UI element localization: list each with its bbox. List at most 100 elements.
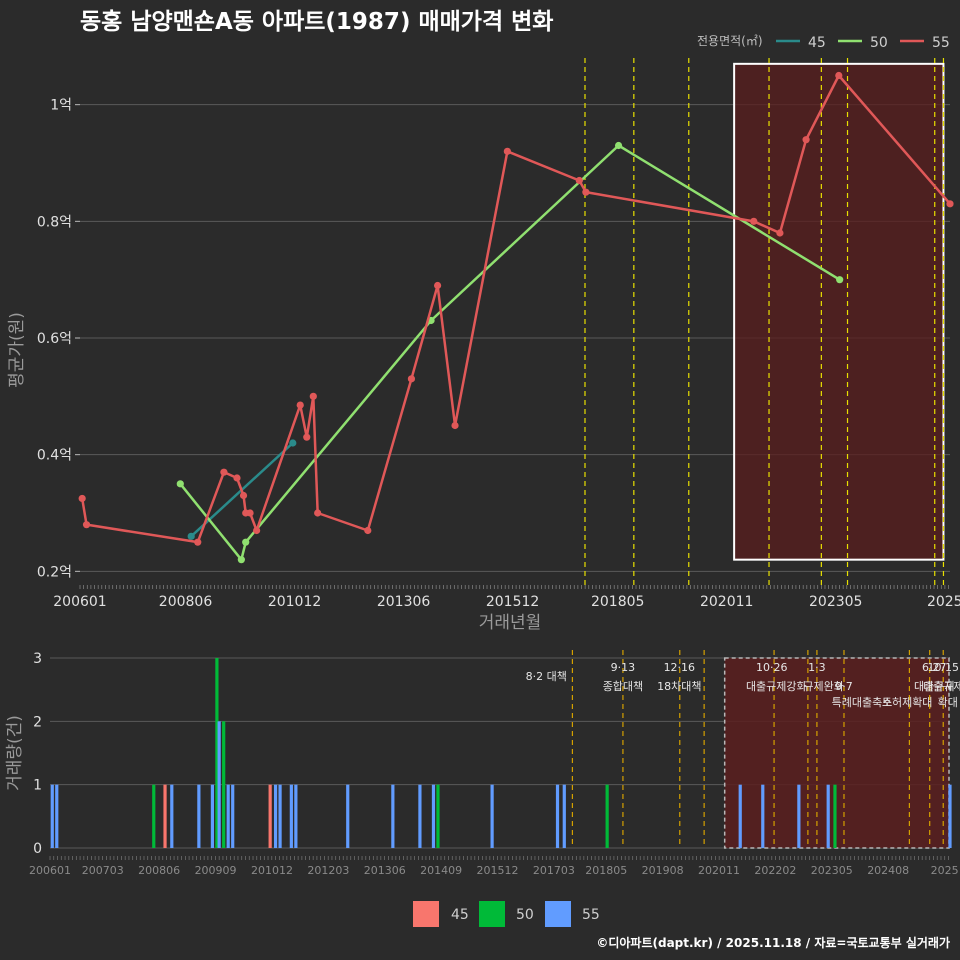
bar-x-tick-label: 200909 bbox=[195, 864, 237, 877]
data-point-55 bbox=[220, 468, 228, 476]
data-point-55 bbox=[296, 401, 304, 409]
policy-annotation: 8·2 대책 bbox=[526, 670, 567, 683]
bar-legend-swatch-50 bbox=[479, 901, 505, 927]
price-line-chart: 0.2억 0.4억 0.6억 0.8억 1억 200601 200806 201012 2013… bbox=[37, 58, 960, 610]
legend-label-45: 45 bbox=[808, 35, 826, 51]
policy-annotation: 18차대책 bbox=[657, 680, 701, 693]
data-point-50 bbox=[242, 538, 250, 546]
data-point-55 bbox=[776, 229, 784, 237]
bar-legend-swatch-45 bbox=[413, 901, 439, 927]
x-tick-label: 200806 bbox=[159, 594, 213, 610]
footer-credit: ©디아파트(dapt.kr) / 2025.11.18 / 자료=국토교통부 실… bbox=[596, 935, 950, 950]
policy-annotation: 10·26 bbox=[756, 661, 788, 674]
bar-x-tick-label: 202202 bbox=[754, 864, 796, 877]
bar-x-tick-label: 200806 bbox=[138, 864, 180, 877]
bar-y-tick-label: 0 bbox=[33, 841, 42, 857]
data-point-55 bbox=[303, 433, 311, 441]
bar-legend-label-50: 50 bbox=[516, 907, 534, 923]
bar-legend-label-45: 45 bbox=[451, 907, 469, 923]
volume-bar-55 bbox=[797, 784, 801, 848]
policy-annotation: 9·13 bbox=[611, 661, 636, 674]
data-point-55 bbox=[582, 188, 590, 196]
volume-y-axis-title: 거래량(건) bbox=[5, 715, 25, 791]
volume-bar-55 bbox=[231, 784, 235, 848]
policy-annotation: 대출규제강화 bbox=[746, 680, 807, 693]
policy-annotation: 대출규제 bbox=[923, 680, 960, 693]
policy-annotation: 종합대책 bbox=[603, 680, 643, 693]
policy-annotation: 6·27 bbox=[922, 661, 947, 674]
data-point-45 bbox=[289, 439, 297, 447]
y-tick-label: 0.6억 bbox=[37, 331, 72, 347]
data-point-55 bbox=[82, 521, 91, 529]
volume-bar-55 bbox=[562, 784, 566, 848]
volume-bar-55 bbox=[346, 784, 350, 848]
bar-legend-label-55: 55 bbox=[582, 907, 600, 923]
data-point-55 bbox=[364, 526, 372, 535]
volume-bar-50 bbox=[152, 784, 156, 848]
volume-bar-55 bbox=[826, 784, 830, 848]
bar-y-tick-label: 2 bbox=[33, 714, 42, 730]
volume-bar-55 bbox=[391, 784, 395, 848]
bar-x-tick-label: 201908 bbox=[642, 864, 684, 877]
x-tick-label: 202011 bbox=[700, 594, 753, 610]
bar-x-tick-label: 200703 bbox=[82, 864, 124, 877]
policy-annotation: 확대 bbox=[938, 696, 958, 709]
volume-bar-55 bbox=[217, 721, 221, 848]
data-point-50 bbox=[237, 556, 245, 564]
x-axis-title: 거래년월 bbox=[479, 613, 542, 633]
data-point-50 bbox=[614, 141, 623, 150]
data-point-55 bbox=[946, 200, 954, 208]
data-point-55 bbox=[194, 538, 202, 546]
legend-label-55: 55 bbox=[932, 35, 950, 51]
volume-bar-55 bbox=[490, 784, 494, 848]
bar-x-tick-label: 201703 bbox=[533, 864, 575, 877]
bar-x-tick-label: 201203 bbox=[307, 864, 349, 877]
y-tick-label: 1억 bbox=[50, 98, 72, 114]
data-point-55 bbox=[407, 375, 416, 383]
x-tick-label: 201805 bbox=[591, 594, 644, 610]
data-point-55 bbox=[246, 509, 254, 517]
volume-bar-55 bbox=[948, 784, 952, 848]
x-tick-label: 200601 bbox=[53, 594, 106, 610]
bar-x-tick-label: 201805 bbox=[585, 864, 627, 877]
bar-x-tick-label: 200601 bbox=[29, 864, 71, 877]
data-point-45 bbox=[187, 532, 195, 540]
volume-bar-55 bbox=[761, 784, 765, 848]
data-point-55 bbox=[239, 491, 248, 500]
policy-annotation: 9·7 bbox=[835, 680, 853, 693]
data-point-55 bbox=[451, 421, 459, 430]
volume-bar-55 bbox=[170, 784, 174, 848]
data-point-55 bbox=[575, 176, 583, 185]
volume-bar-50 bbox=[222, 721, 226, 848]
data-point-55 bbox=[309, 392, 317, 400]
y-tick-label: 0.4억 bbox=[37, 448, 72, 464]
volume-bar-55 bbox=[226, 784, 230, 848]
bar-x-tick-label: 201512 bbox=[477, 864, 519, 877]
volume-bar-50 bbox=[215, 658, 219, 848]
data-point-55 bbox=[503, 147, 511, 155]
x-tick-label: 201306 bbox=[377, 594, 431, 610]
y-tick-label: 0.2억 bbox=[37, 564, 72, 580]
volume-bar-55 bbox=[289, 784, 293, 848]
legend-label-50: 50 bbox=[870, 35, 888, 51]
bar-x-tick-label: 201012 bbox=[251, 864, 293, 877]
policy-annotation: 12·16 bbox=[664, 661, 696, 674]
volume-bar-55 bbox=[197, 784, 201, 848]
data-point-55 bbox=[750, 217, 758, 225]
bar-legend-swatch-55 bbox=[545, 901, 571, 927]
volume-bar-55 bbox=[50, 784, 54, 848]
data-point-55 bbox=[233, 474, 241, 482]
bar-x-tick-label: 202305 bbox=[811, 864, 853, 877]
volume-bar-55 bbox=[738, 784, 742, 848]
bottom-legend: 45 50 55 bbox=[413, 901, 600, 927]
bar-y-tick-label: 1 bbox=[33, 778, 42, 794]
policy-annotation: 대출규제 bbox=[914, 680, 954, 693]
volume-bar-55 bbox=[278, 784, 282, 848]
y-tick-label: 0.8억 bbox=[37, 214, 72, 230]
data-point-50 bbox=[176, 480, 184, 488]
volume-bar-45 bbox=[268, 784, 272, 848]
volume-bar-55 bbox=[418, 784, 422, 848]
volume-bar-55 bbox=[294, 784, 298, 848]
bar-x-tick-label: 202011 bbox=[698, 864, 740, 877]
